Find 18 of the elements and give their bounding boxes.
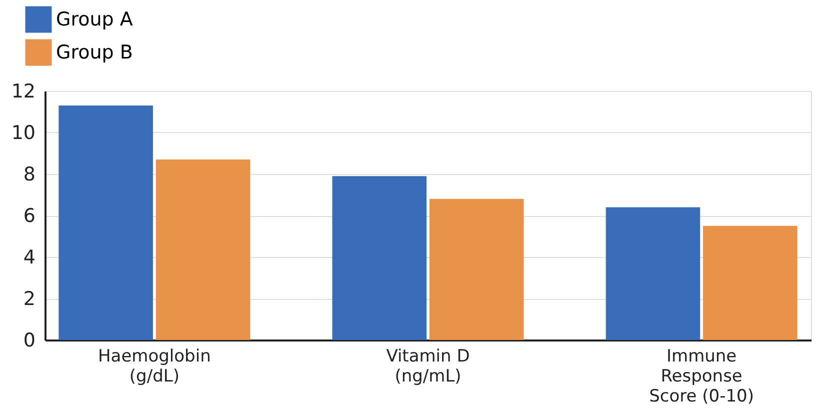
y-tick-label: 8 xyxy=(23,164,36,186)
bar xyxy=(156,159,250,340)
y-tick-label: 2 xyxy=(23,288,36,310)
bar xyxy=(703,226,798,340)
bar xyxy=(429,198,524,340)
y-tick-label: 6 xyxy=(23,205,36,227)
bar xyxy=(606,207,700,340)
y-tick-label: 0 xyxy=(23,330,36,352)
y-tick-label: 12 xyxy=(11,80,36,102)
x-tick-label: Immune Response Score (0-10) xyxy=(649,346,754,406)
y-tick-label: 4 xyxy=(23,246,36,268)
x-tick-label: Vitamin D (ng/mL) xyxy=(386,346,470,386)
y-tick-label: 10 xyxy=(11,122,36,144)
legend-label: Group B xyxy=(56,42,133,64)
bar xyxy=(58,106,153,340)
bar xyxy=(332,176,427,340)
legend-label: Group A xyxy=(56,8,133,30)
x-tick-label: Haemoglobin (g/dL) xyxy=(98,346,211,386)
